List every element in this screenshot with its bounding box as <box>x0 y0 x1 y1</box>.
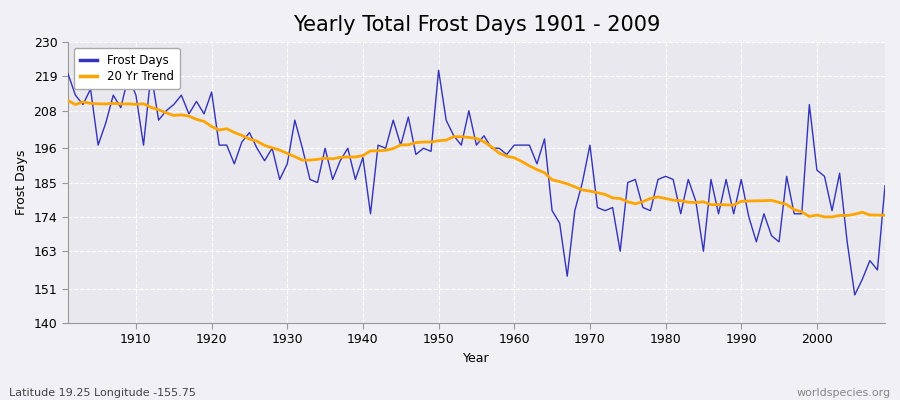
X-axis label: Year: Year <box>464 352 490 365</box>
Frost Days <box>850 292 860 297</box>
Frost Days <box>608 205 618 210</box>
Line: 20 Yr Trend: 20 Yr Trend <box>68 100 885 217</box>
20 Yr Trend <box>879 213 890 218</box>
20 Yr Trend <box>599 192 610 197</box>
20 Yr Trend <box>335 155 346 160</box>
Frost Days <box>290 118 301 122</box>
Text: Latitude 19.25 Longitude -155.75: Latitude 19.25 Longitude -155.75 <box>9 388 196 398</box>
Frost Days <box>879 183 890 188</box>
20 Yr Trend <box>123 102 134 106</box>
20 Yr Trend <box>501 154 512 158</box>
20 Yr Trend <box>290 154 301 159</box>
Frost Days <box>433 68 444 73</box>
Text: worldspecies.org: worldspecies.org <box>796 388 891 398</box>
20 Yr Trend <box>819 214 830 219</box>
Frost Days <box>62 71 73 76</box>
Title: Yearly Total Frost Days 1901 - 2009: Yearly Total Frost Days 1901 - 2009 <box>292 15 660 35</box>
Legend: Frost Days, 20 Yr Trend: Frost Days, 20 Yr Trend <box>74 48 180 89</box>
Frost Days <box>123 74 134 79</box>
20 Yr Trend <box>62 98 73 103</box>
20 Yr Trend <box>508 155 519 160</box>
Y-axis label: Frost Days: Frost Days <box>15 150 28 215</box>
Frost Days <box>335 158 346 163</box>
Frost Days <box>517 143 527 148</box>
Frost Days <box>508 143 519 148</box>
Line: Frost Days: Frost Days <box>68 70 885 295</box>
